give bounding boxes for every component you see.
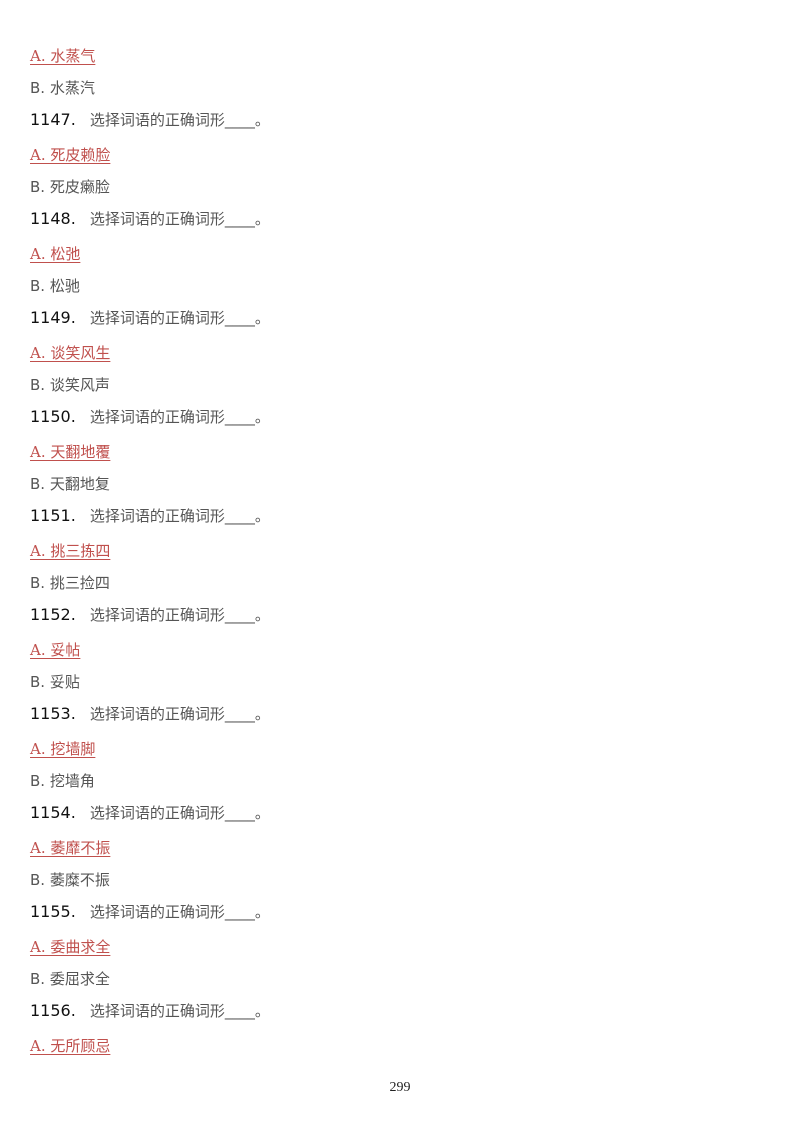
page-number: 299	[389, 1080, 411, 1095]
question-text: 选择词语的正确词形____。	[89, 408, 270, 426]
question-line: 1151. 选择词语的正确词形____。	[30, 506, 270, 526]
option-a-correct: A. 松弛	[30, 245, 81, 263]
option-b: B. 死皮癞脸	[30, 178, 110, 196]
option-a-correct: A. 死皮赖脸	[30, 146, 111, 164]
question-number: 1151.	[30, 506, 76, 525]
option-a-correct: A. 委曲求全	[30, 938, 111, 956]
question-number: 1149.	[30, 308, 76, 327]
question-number: 1155.	[30, 902, 76, 921]
question-text: 选择词语的正确词形____。	[89, 507, 270, 525]
question-number: 1154.	[30, 803, 76, 822]
question-text: 选择词语的正确词形____。	[89, 705, 270, 723]
option-a-correct: A. 天翻地覆	[30, 443, 111, 461]
option-b: B. 萎糜不振	[30, 871, 110, 889]
option-a-correct: A. 无所顾忌	[30, 1037, 111, 1055]
question-text: 选择词语的正确词形____。	[89, 309, 270, 327]
option-a-correct: A. 水蒸气	[30, 47, 96, 65]
option-b: B. 挖墙角	[30, 772, 95, 790]
question-line: 1148. 选择词语的正确词形____。	[30, 209, 270, 229]
question-line: 1156. 选择词语的正确词形____。	[30, 1001, 270, 1021]
question-number: 1147.	[30, 110, 76, 129]
option-b: B. 松驰	[30, 277, 80, 295]
option-a-correct: A. 妥帖	[30, 641, 81, 659]
question-number: 1156.	[30, 1001, 76, 1020]
question-number: 1150.	[30, 407, 76, 426]
option-b: B. 水蒸汽	[30, 79, 95, 97]
question-number: 1148.	[30, 209, 76, 228]
option-a-correct: A. 谈笑风生	[30, 344, 111, 362]
question-line: 1147. 选择词语的正确词形____。	[30, 110, 270, 130]
question-number: 1153.	[30, 704, 76, 723]
question-text: 选择词语的正确词形____。	[89, 903, 270, 921]
question-line: 1149. 选择词语的正确词形____。	[30, 308, 270, 328]
option-b: B. 谈笑风声	[30, 376, 110, 394]
question-text: 选择词语的正确词形____。	[89, 606, 270, 624]
option-b: B. 委屈求全	[30, 970, 110, 988]
question-line: 1150. 选择词语的正确词形____。	[30, 407, 270, 427]
option-a-correct: A. 挑三拣四	[30, 542, 111, 560]
question-text: 选择词语的正确词形____。	[89, 804, 270, 822]
question-line: 1153. 选择词语的正确词形____。	[30, 704, 270, 724]
question-number: 1152.	[30, 605, 76, 624]
question-line: 1155. 选择词语的正确词形____。	[30, 902, 270, 922]
question-line: 1154. 选择词语的正确词形____。	[30, 803, 270, 823]
question-text: 选择词语的正确词形____。	[89, 111, 270, 129]
option-b: B. 天翻地复	[30, 475, 110, 493]
option-a-correct: A. 挖墙脚	[30, 740, 96, 758]
option-b: B. 妥贴	[30, 673, 80, 691]
option-b: B. 挑三捡四	[30, 574, 110, 592]
question-line: 1152. 选择词语的正确词形____。	[30, 605, 270, 625]
question-text: 选择词语的正确词形____。	[89, 1002, 270, 1020]
question-text: 选择词语的正确词形____。	[89, 210, 270, 228]
option-a-correct: A. 萎靡不振	[30, 839, 111, 857]
